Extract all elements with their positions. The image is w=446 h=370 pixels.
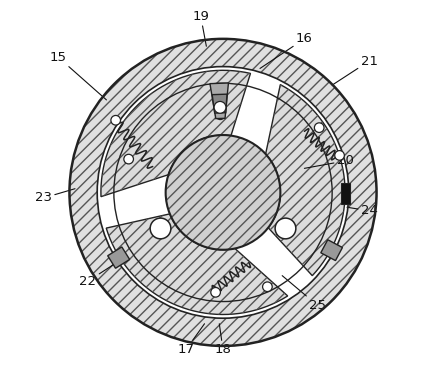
Polygon shape xyxy=(107,247,130,268)
Circle shape xyxy=(215,110,225,120)
Circle shape xyxy=(165,135,281,250)
Polygon shape xyxy=(266,85,345,276)
Polygon shape xyxy=(210,83,228,119)
Polygon shape xyxy=(212,94,227,113)
Circle shape xyxy=(263,282,272,292)
Text: 17: 17 xyxy=(178,324,205,356)
Circle shape xyxy=(314,123,324,132)
Polygon shape xyxy=(101,70,251,197)
Text: 25: 25 xyxy=(282,276,326,312)
Text: 16: 16 xyxy=(260,32,313,68)
Polygon shape xyxy=(106,214,288,314)
Polygon shape xyxy=(321,240,343,260)
Text: 18: 18 xyxy=(215,324,231,356)
Circle shape xyxy=(97,67,349,318)
Text: 19: 19 xyxy=(192,10,209,46)
Circle shape xyxy=(111,115,120,125)
Circle shape xyxy=(275,218,296,239)
Text: 24: 24 xyxy=(347,204,378,218)
Bar xyxy=(341,183,350,204)
Circle shape xyxy=(214,101,226,113)
Text: 20: 20 xyxy=(305,154,354,168)
Circle shape xyxy=(211,287,220,297)
Text: 15: 15 xyxy=(50,51,107,100)
Text: 21: 21 xyxy=(332,54,378,85)
Circle shape xyxy=(335,151,344,160)
Text: 23: 23 xyxy=(35,189,75,205)
Circle shape xyxy=(124,154,133,164)
Text: 22: 22 xyxy=(79,257,125,288)
Circle shape xyxy=(150,218,171,239)
